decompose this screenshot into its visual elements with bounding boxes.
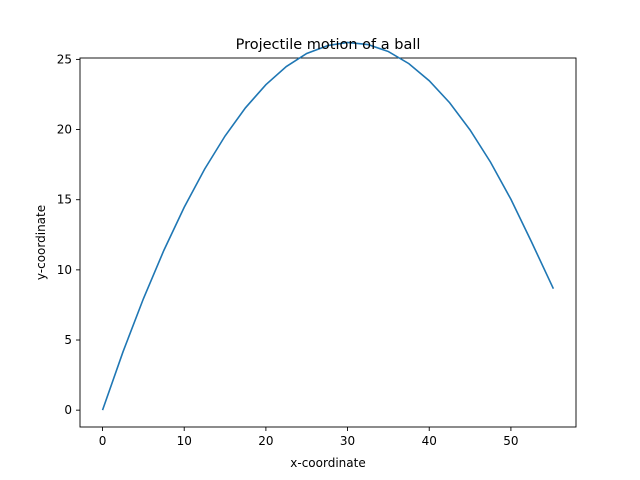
y-axis-ticks: 0 5 10 15 20 25 xyxy=(57,52,80,417)
plot-frame xyxy=(79,57,577,428)
y-tick-label: 25 xyxy=(57,52,72,66)
y-tick-label: 20 xyxy=(57,123,72,137)
x-tick-label: 20 xyxy=(258,434,273,448)
x-tick-label: 50 xyxy=(503,434,518,448)
x-axis-ticks: 0 10 20 30 40 50 xyxy=(99,427,519,448)
y-axis-label: y-coordinate xyxy=(34,205,48,280)
y-tick-label: 10 xyxy=(57,263,72,277)
y-tick-label: 0 xyxy=(64,403,72,417)
series-line xyxy=(101,41,555,411)
x-tick-label: 40 xyxy=(422,434,437,448)
x-tick-label: 30 xyxy=(340,434,355,448)
x-tick-label: 10 xyxy=(177,434,192,448)
x-axis-label: x-coordinate xyxy=(290,456,365,470)
chart-title: Projectile motion of a ball xyxy=(236,37,421,53)
y-tick-label: 5 xyxy=(64,333,72,347)
y-tick-label: 15 xyxy=(57,193,72,207)
x-tick-label: 0 xyxy=(99,434,107,448)
